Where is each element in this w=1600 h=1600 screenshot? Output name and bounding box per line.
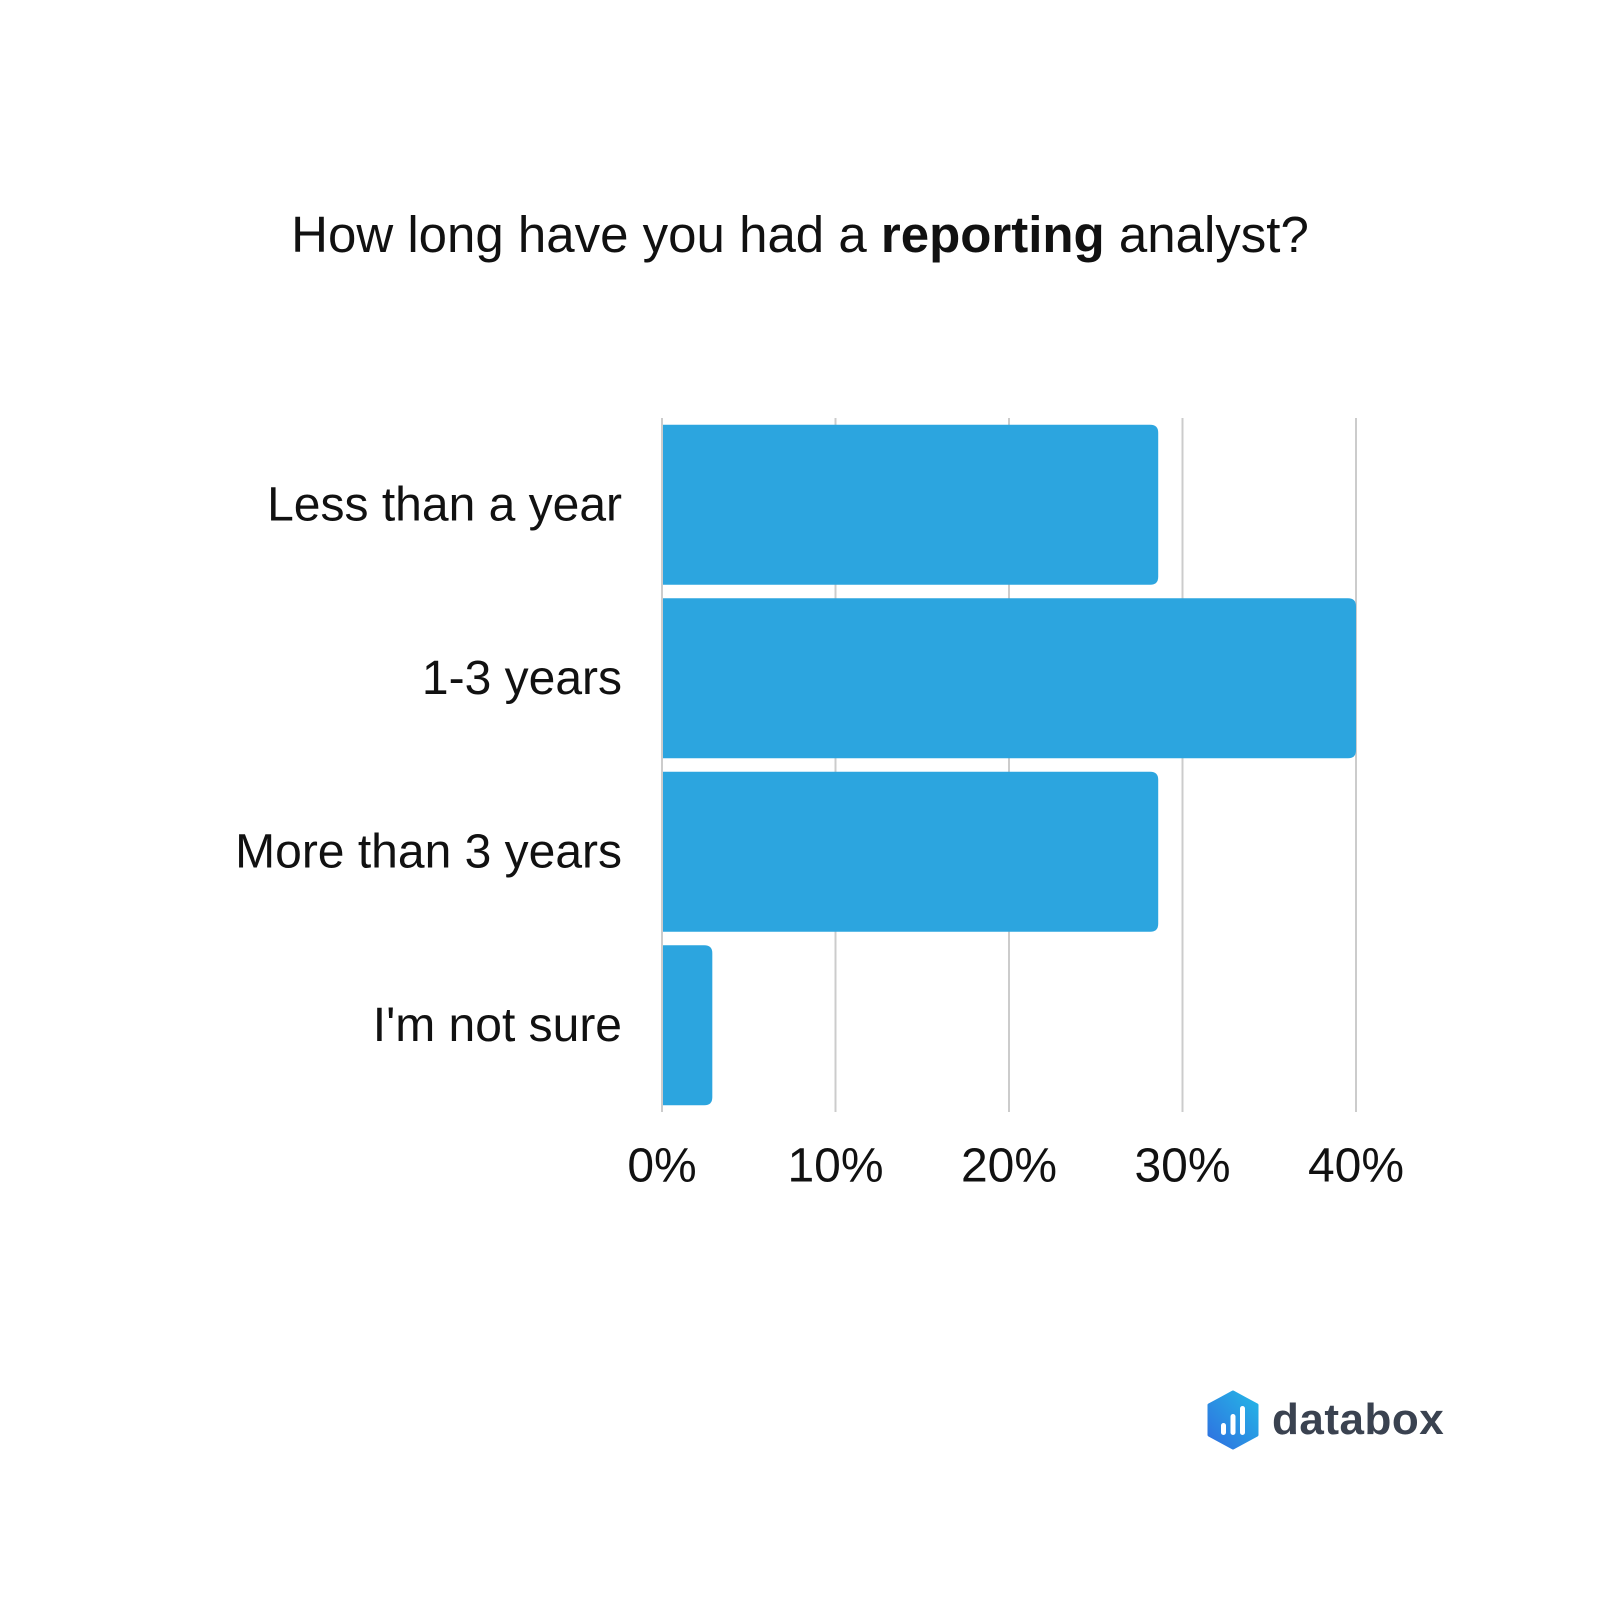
- x-tick-label: 30%: [1134, 1140, 1230, 1193]
- databox-logo-text: databox: [1272, 1395, 1445, 1444]
- chart-title: How long have you had a reporting analys…: [0, 200, 1600, 270]
- category-label: Less than a year: [267, 478, 622, 531]
- x-tick-label: 0%: [627, 1140, 696, 1193]
- category-label: I'm not sure: [373, 999, 622, 1052]
- x-tick-label: 40%: [1308, 1140, 1404, 1193]
- x-tick-label: 20%: [961, 1140, 1057, 1193]
- chart-title-part-2: analyst?: [1104, 206, 1309, 263]
- category-label: More than 3 years: [235, 825, 622, 878]
- x-tick-label: 10%: [787, 1140, 883, 1193]
- chart-title-part-1: How long have you had a: [291, 206, 881, 263]
- bar: [662, 598, 1356, 759]
- bar: [662, 771, 1159, 932]
- bar: [662, 945, 713, 1106]
- bar: [662, 424, 1159, 585]
- databox-logo-icon: [1207, 1390, 1259, 1450]
- chart-title-emphasis: reporting: [880, 206, 1105, 263]
- databox-logo: databox: [1206, 1390, 1444, 1450]
- category-label: 1-3 years: [422, 652, 622, 705]
